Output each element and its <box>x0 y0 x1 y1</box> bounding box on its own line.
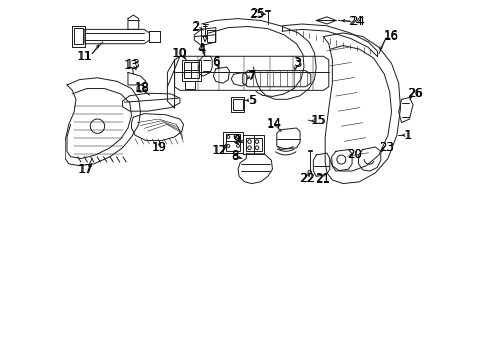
Text: 21: 21 <box>315 173 329 186</box>
Text: 7: 7 <box>247 69 255 82</box>
Text: 23: 23 <box>378 141 393 154</box>
Text: 1: 1 <box>403 129 410 142</box>
Text: 15: 15 <box>311 114 325 127</box>
Text: 20: 20 <box>347 148 362 161</box>
Bar <box>232 99 242 110</box>
Text: 22: 22 <box>299 172 314 185</box>
Text: 17: 17 <box>78 163 93 176</box>
Text: 8: 8 <box>230 149 238 162</box>
Text: 18: 18 <box>135 81 149 94</box>
Bar <box>243 135 264 154</box>
Text: 19: 19 <box>152 141 167 154</box>
Text: 4: 4 <box>197 42 205 55</box>
Text: 18: 18 <box>135 82 149 95</box>
Text: 2: 2 <box>192 20 200 33</box>
Text: 22: 22 <box>299 172 314 185</box>
Bar <box>223 132 242 153</box>
Text: 17: 17 <box>79 163 93 176</box>
Text: 23: 23 <box>378 140 393 153</box>
Bar <box>182 60 201 81</box>
Text: 25: 25 <box>248 8 263 21</box>
Bar <box>206 30 214 41</box>
Text: 3: 3 <box>293 57 301 70</box>
Text: 11: 11 <box>77 50 92 63</box>
Text: 20: 20 <box>347 148 362 161</box>
Bar <box>230 97 244 112</box>
Bar <box>225 134 240 150</box>
Text: 12: 12 <box>211 144 226 157</box>
Text: 7: 7 <box>248 69 256 82</box>
Text: 9: 9 <box>232 133 240 146</box>
Text: 10: 10 <box>172 47 187 60</box>
Text: 21: 21 <box>315 172 329 185</box>
Text: 3: 3 <box>292 56 300 69</box>
Text: 19: 19 <box>151 141 166 154</box>
Text: 13: 13 <box>124 59 139 72</box>
Bar <box>245 138 261 151</box>
Text: 4: 4 <box>198 42 205 55</box>
Text: 14: 14 <box>266 118 281 131</box>
Bar <box>74 28 83 44</box>
Text: 15: 15 <box>310 114 325 127</box>
Text: 6: 6 <box>212 55 219 68</box>
Text: 5: 5 <box>247 94 254 107</box>
Text: 24: 24 <box>349 15 364 28</box>
Text: 6: 6 <box>212 56 220 69</box>
Text: 10: 10 <box>172 47 186 60</box>
Text: 25: 25 <box>249 8 264 21</box>
Text: 13: 13 <box>125 58 141 71</box>
Text: 9: 9 <box>232 134 240 147</box>
Text: 26: 26 <box>407 87 422 100</box>
Text: 26: 26 <box>407 87 422 100</box>
Text: 1: 1 <box>404 129 411 142</box>
Text: 16: 16 <box>383 29 398 42</box>
Text: 12: 12 <box>212 144 227 157</box>
Text: 2: 2 <box>191 21 198 34</box>
Text: 16: 16 <box>383 30 398 43</box>
Text: 24: 24 <box>347 15 363 28</box>
Text: 8: 8 <box>231 150 238 163</box>
Text: 5: 5 <box>248 94 256 107</box>
Bar <box>184 62 198 78</box>
Text: 11: 11 <box>77 50 92 63</box>
Text: 14: 14 <box>266 117 281 130</box>
